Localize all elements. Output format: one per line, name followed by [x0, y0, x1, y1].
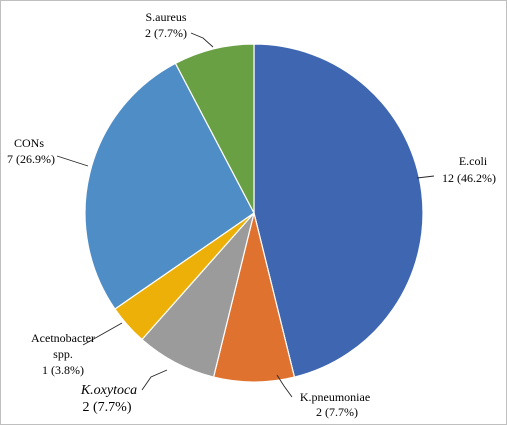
- label-acetnobacter-name-line2: spp.: [53, 347, 73, 361]
- leader-line-acetnobacter: [82, 322, 123, 346]
- label-cons-value: 7 (26.9%): [7, 152, 55, 166]
- label-kpneumoniae-value: 2 (7.7%): [316, 405, 358, 419]
- label-acetnobacter-value: 1 (3.8%): [42, 363, 84, 377]
- leader-line-cons: [56, 155, 89, 167]
- leader-line-koxytoca: [141, 369, 168, 391]
- leader-line-ecoli: [416, 175, 435, 179]
- label-cons-name: CONs: [14, 136, 44, 150]
- label-kpneumoniae-name: K.pneumoniae: [300, 390, 370, 404]
- leader-line-saureus: [190, 32, 214, 48]
- label-acetnobacter-name-line1: Acetnobacter: [31, 331, 95, 345]
- label-ecoli-value: 12 (46.2%): [442, 171, 496, 185]
- label-koxytoca-value: 2 (7.7%): [83, 400, 132, 415]
- pie-slice-s-aureus: [174, 43, 255, 214]
- pie-slice-cons: [84, 62, 255, 310]
- label-ecoli-name: E.coli: [459, 154, 488, 168]
- label-koxytoca-name: K.oxytoca: [80, 383, 137, 398]
- pie-slice-e-coli: [253, 43, 424, 378]
- leader-lines: [56, 32, 435, 398]
- pie-slices: [84, 43, 424, 383]
- leader-line-kpneumoniae: [276, 374, 293, 398]
- label-saureus-name: S.aureus: [146, 10, 187, 24]
- label-saureus-value: 2 (7.7%): [145, 26, 187, 40]
